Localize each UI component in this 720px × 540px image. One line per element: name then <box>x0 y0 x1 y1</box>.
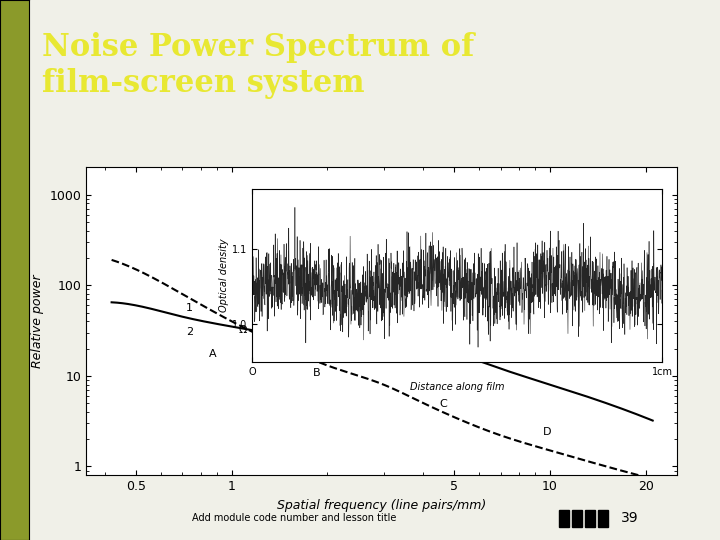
X-axis label: Spatial frequency (line pairs/mm): Spatial frequency (line pairs/mm) <box>277 498 486 511</box>
X-axis label: Distance along film: Distance along film <box>410 382 505 392</box>
Text: Noise Power Spectrum of
film-screen system: Noise Power Spectrum of film-screen syst… <box>42 32 474 99</box>
Bar <box>572 510 582 527</box>
Bar <box>585 510 595 527</box>
Text: C: C <box>440 399 447 409</box>
Text: 1: 1 <box>186 303 193 313</box>
Y-axis label: Relative power: Relative power <box>31 274 44 368</box>
Text: B: B <box>313 368 320 378</box>
Bar <box>559 510 569 527</box>
Y-axis label: Optical density: Optical density <box>219 239 229 312</box>
Bar <box>598 510 608 527</box>
Text: 2: 2 <box>186 327 193 338</box>
Text: A: A <box>209 349 217 359</box>
Text: Add module code number and lesson title: Add module code number and lesson title <box>192 514 396 523</box>
Text: Ω: Ω <box>238 325 247 335</box>
Text: 39: 39 <box>621 511 638 525</box>
Text: D: D <box>543 427 552 437</box>
